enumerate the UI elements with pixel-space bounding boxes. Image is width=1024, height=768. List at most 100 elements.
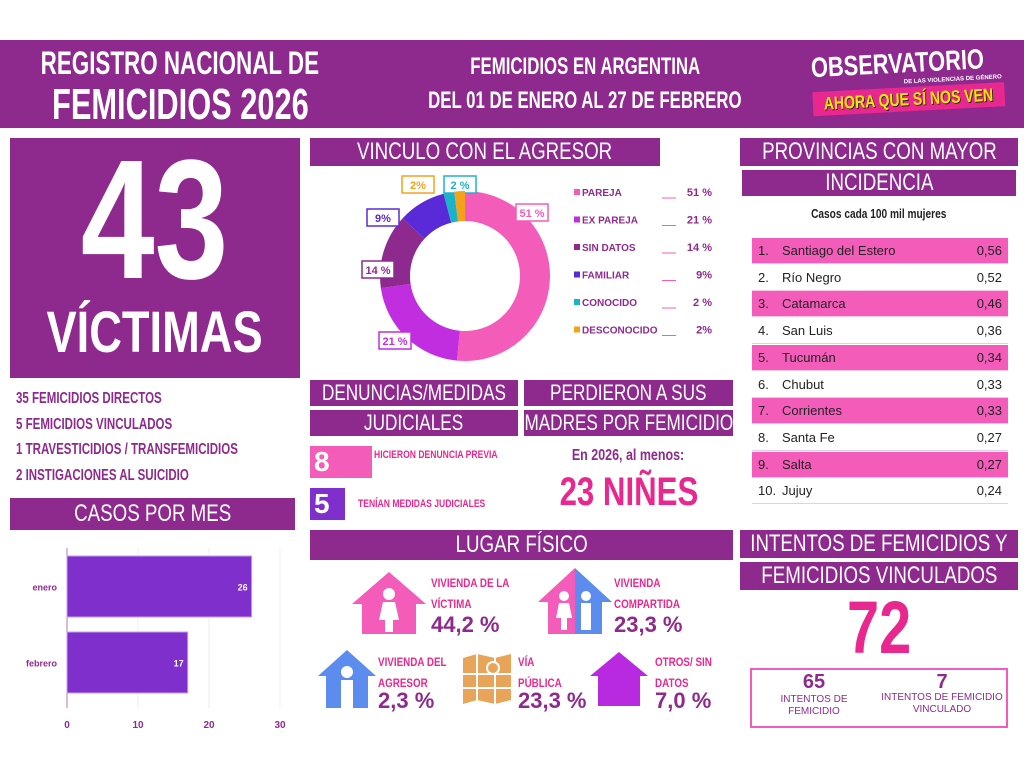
- provincia-row: 6. Chubut 0,33: [752, 372, 1008, 398]
- provincia-name: Chubut: [782, 376, 824, 392]
- label-line: DATOS: [655, 676, 689, 690]
- breakdown-item: 2 INSTIGACIONES AL SUICIDIO: [16, 466, 189, 484]
- provincia-row: 7. Corrientes 0,33: [752, 398, 1008, 425]
- legend-label: FAMILIAR: [582, 271, 630, 282]
- x-tick-label: 30: [274, 720, 286, 730]
- provincia-value: 0,46: [976, 296, 1002, 312]
- intentos-total-value: 72: [846, 586, 912, 669]
- medidas-judiciales-text: TENÍAN MEDIDAS JUDICIALES: [358, 498, 486, 510]
- x-tick-label: 20: [203, 720, 215, 730]
- provincia-rank: 8.: [758, 429, 769, 445]
- bar-value-label: 26: [238, 583, 248, 593]
- medidas-judiciales-label: TENÍAN MEDIDAS JUDICIALES: [358, 498, 521, 510]
- intentos-vinculado-label: INTENTOS DE FEMICIDIO VINCULADO: [881, 692, 1003, 715]
- provincia-value: 0,33: [976, 403, 1002, 419]
- intentos-femicidio: 65 INTENTOS DE FEMICIDIO: [754, 672, 874, 718]
- slice-label-box: [401, 175, 435, 194]
- intentos-header-2: FEMICIDIOS VINCULADOS: [740, 562, 1018, 590]
- victims-breakdown: 35 FEMICIDIOS DIRECTOS 5 FEMICIDIOS VINC…: [16, 386, 301, 488]
- legend-label: SIN DATOS: [582, 243, 636, 254]
- slice-label-box: [366, 208, 400, 227]
- label-line: PÚBLICA: [518, 676, 562, 690]
- legend-value: 2%: [696, 325, 712, 337]
- madres-header-2: MADRES POR FEMICIDIO: [524, 410, 733, 436]
- intentos-title-2: FEMICIDIOS VINCULADOS: [760, 562, 998, 589]
- denuncias-title-2: JUDICIALES: [364, 410, 464, 435]
- casos-por-mes-chart: 0 10 20 30 26 enero 17 febrero: [26, 548, 286, 730]
- denuncias-header-1: DENUNCIAS/MEDIDAS: [310, 380, 518, 406]
- madres-title-1: PERDIERON A SUS: [550, 380, 707, 405]
- vinculo-donut-chart: 51 % PAREJA 51 % 21 % EX PAREJA 21 % 14 % SIN D…: [361, 175, 712, 361]
- provincia-row: 9. Salta 0,27: [752, 451, 1008, 478]
- provincia-rank: 7.: [758, 403, 769, 419]
- victims-label: VÍCTIMAS: [46, 300, 264, 365]
- lugar-vivienda-compartida-value: 23,3 %: [614, 612, 683, 637]
- breakdown-item: 35 FEMICIDIOS DIRECTOS: [16, 390, 162, 407]
- victims-box: 43 VÍCTIMAS: [10, 138, 300, 378]
- provincias-header-2: INCIDENCIA: [742, 170, 1016, 196]
- legend-label: PAREJA: [582, 188, 622, 199]
- label-line: VIVIENDA DE LA: [431, 576, 510, 590]
- provincia-row: 3. Catamarca 0,46: [752, 291, 1008, 318]
- donut-slice-ex-pareja: [380, 283, 460, 361]
- provincia-rank: 5.: [758, 349, 769, 365]
- label-line: VÍA: [518, 655, 535, 669]
- legend-swatch: [574, 244, 580, 250]
- provincia-name: Jujuy: [782, 483, 813, 499]
- provincias-header-1: PROVINCIAS CON MAYOR: [740, 138, 1018, 166]
- slice-label: 21 %: [382, 336, 407, 348]
- lugar-vivienda-agresor-label: VIVIENDA DEL AGRESOR: [378, 652, 447, 694]
- label-line: AGRESOR: [378, 676, 428, 690]
- provincia-name: Santiago del Estero: [782, 243, 896, 258]
- provincias-title-1: PROVINCIAS CON MAYOR: [761, 138, 997, 165]
- category-label: febrero: [26, 659, 58, 669]
- slice-label-box: [515, 203, 549, 222]
- provincia-name: San Luis: [782, 323, 833, 339]
- map-icon: [463, 654, 511, 704]
- house-couple-icon: [538, 568, 612, 634]
- label-line: VIVIENDA DEL: [378, 655, 447, 669]
- legend-swatch: [574, 216, 580, 223]
- x-tick-label: 10: [132, 720, 144, 730]
- provincias-title-2: INCIDENCIA: [824, 170, 934, 196]
- observatorio-logo: OBSERVATORIO DE LAS VIOLENCIAS DE GÉNERO…: [810, 43, 1014, 127]
- intentos-title-1: INTENTOS DE FEMICIDIOS Y: [750, 530, 1008, 557]
- label-line: COMPARTIDA: [614, 597, 680, 611]
- provincia-name: Santa Fe: [782, 429, 835, 445]
- lugar-vivienda-victima-label: VIVIENDA DE LA VÍCTIMA: [431, 573, 509, 615]
- provincia-name: Catamarca: [782, 296, 846, 312]
- intentos-total: 72: [740, 590, 1018, 666]
- label-line: VÍCTIMA: [431, 597, 472, 611]
- victims-count: 43: [81, 138, 229, 315]
- madres-title-2: MADRES POR FEMICIDIO: [524, 410, 733, 435]
- provincia-value: 0,34: [976, 349, 1002, 365]
- house-icon: [590, 652, 648, 706]
- lugar-vivienda-victima-value: 44,2 %: [431, 612, 500, 637]
- subtitle: FEMICIDIOS EN ARGENTINA DEL 01 DE ENERO …: [380, 50, 790, 118]
- provincia-value: 0,27: [976, 456, 1002, 472]
- casos-por-mes-header: CASOS POR MES: [10, 498, 295, 530]
- intentos-header-1: INTENTOS DE FEMICIDIOS Y: [740, 530, 1018, 558]
- denuncia-previa-label: HICIERON DENUNCIA PREVIA: [374, 449, 533, 461]
- house-woman-icon: [352, 572, 426, 634]
- medidas-judiciales-count: 5: [310, 488, 345, 520]
- provincia-rank: 3.: [758, 296, 769, 312]
- legend-value: 9%: [696, 270, 712, 282]
- lugar-otros-value: 7,0 %: [655, 688, 712, 713]
- slice-label: 51 %: [519, 208, 544, 220]
- vinculo-title: VINCULO CON EL AGRESOR: [357, 138, 613, 165]
- lugar-vivienda-agresor-value: 2,3 %: [378, 688, 435, 713]
- provincia-name: Río Negro: [782, 269, 842, 285]
- provincia-value: 0,24: [976, 483, 1002, 499]
- bar-febrero: [66, 631, 189, 694]
- provincia-rank: 2.: [758, 269, 769, 285]
- provincia-value: 0,36: [976, 323, 1002, 339]
- legend-value: 21 %: [687, 215, 712, 227]
- provincia-rank: 10.: [758, 483, 777, 499]
- lugar-via-publica-label: VÍA PÚBLICA: [518, 652, 562, 694]
- breakdown-item: 1 TRAVESTICIDIOS / TRANSFEMICIDIOS: [16, 441, 238, 458]
- provincias-subtitle-text: Casos cada 100 mil mujeres: [811, 206, 947, 221]
- provincia-value: 0,56: [976, 243, 1002, 258]
- label-line: VIVIENDA: [614, 576, 661, 590]
- provincia-name: Corrientes: [782, 403, 842, 419]
